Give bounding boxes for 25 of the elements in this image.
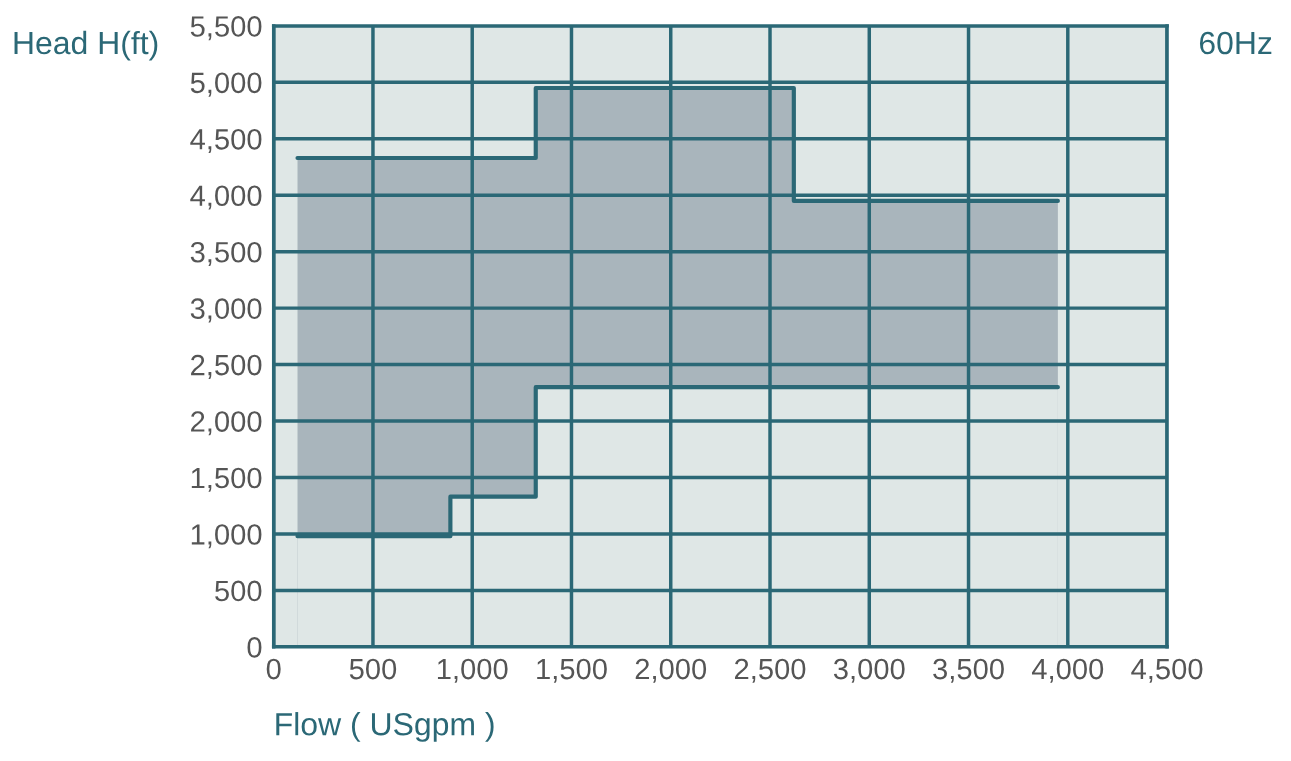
text: 60Hz	[1199, 31, 1272, 55]
x-tick-label: 1,500	[537, 658, 607, 683]
x-tick-label: 4,000	[1031, 658, 1104, 683]
x-tick-label: 1,000	[437, 658, 508, 683]
y-tick-label: 2,000	[191, 411, 262, 436]
y-tick-label: 500	[215, 580, 262, 602]
x-tick-label: 0	[266, 658, 281, 680]
y-tick-label: 4,500	[190, 128, 262, 154]
y-tick-label: 1,500	[191, 467, 262, 492]
x-axis-title: Flow ( USgpm )	[276, 712, 494, 742]
y-tick-label: 2,500	[191, 354, 262, 379]
x-tick-label: 3,500	[933, 658, 1004, 683]
y-tick-label: 5,500	[190, 16, 262, 41]
y-tick-label: 0	[247, 637, 262, 658]
x-tick-label: 2,000	[635, 658, 707, 683]
y-tick-label: 3,500	[190, 241, 262, 266]
y-tick-label: 1,000	[191, 524, 262, 549]
x-tick-label: 500	[349, 658, 397, 680]
y-axis-title: Head H(ft)	[14, 30, 158, 61]
y-tick-label: 3,000	[190, 298, 262, 323]
x-tick-label: 2,500	[734, 658, 806, 683]
x-tick-label: 4,500	[1131, 658, 1203, 683]
y-tick-label: 4,000	[190, 185, 262, 210]
y-tick-label: 5,000	[190, 72, 262, 97]
x-tick-label: 3,000	[833, 658, 905, 683]
